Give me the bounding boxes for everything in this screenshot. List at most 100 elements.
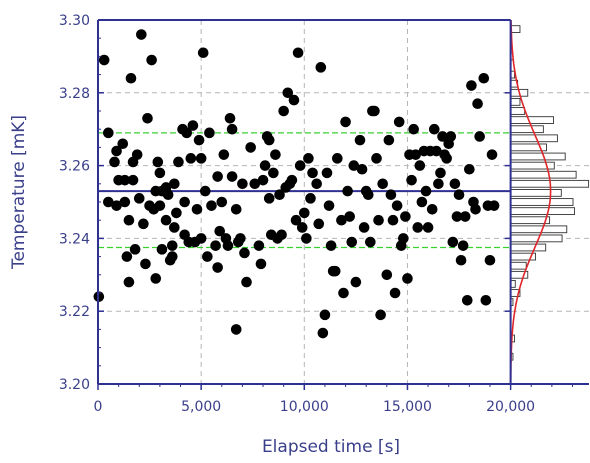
data-point <box>191 203 203 215</box>
histogram-bar <box>510 216 551 225</box>
data-point <box>169 222 180 233</box>
x-axis-title: Elapsed time [s] <box>262 437 400 457</box>
y-tick-label: 3.24 <box>59 231 90 247</box>
data-point <box>305 193 316 204</box>
histogram-bar <box>510 152 566 161</box>
data-point <box>412 222 424 233</box>
data-point <box>270 149 281 160</box>
histogram-bar <box>510 170 577 179</box>
data-point <box>212 171 223 182</box>
axes <box>97 19 589 385</box>
data-point <box>237 178 248 190</box>
data-point <box>154 200 166 211</box>
data-point <box>202 251 213 262</box>
data-point <box>408 123 419 135</box>
data-point <box>478 72 490 84</box>
data-point <box>350 276 362 288</box>
data-point <box>474 131 485 142</box>
data-point <box>140 258 151 270</box>
data-point <box>362 189 374 201</box>
data-point <box>459 211 471 222</box>
data-point <box>426 203 438 215</box>
data-point <box>245 142 256 153</box>
data-point <box>455 254 467 266</box>
data-point <box>369 105 380 117</box>
data-point <box>210 240 221 251</box>
data-point <box>212 262 223 273</box>
data-point <box>103 196 114 208</box>
data-point <box>249 178 261 190</box>
data-point <box>282 87 294 99</box>
y-axis-title: Temperature [mK] <box>9 115 29 270</box>
data-point <box>111 200 122 211</box>
data-point <box>185 153 197 164</box>
data-point <box>323 200 335 211</box>
data-point <box>166 240 178 251</box>
data-point <box>111 145 122 157</box>
data-point <box>480 294 492 306</box>
data-point <box>195 153 207 164</box>
fit-curve <box>509 19 552 384</box>
data-point <box>103 127 114 139</box>
histogram-bar <box>510 116 554 124</box>
histogram-bar <box>510 98 521 106</box>
data-point <box>431 145 442 157</box>
data-point <box>416 196 428 208</box>
data-point <box>268 167 279 179</box>
data-point <box>117 138 129 150</box>
data-point <box>292 47 304 59</box>
data-point <box>391 200 403 211</box>
data-point <box>402 273 413 284</box>
data-point <box>317 327 329 339</box>
data-point <box>321 167 333 179</box>
data-point <box>470 203 481 215</box>
data-point <box>375 309 386 321</box>
x-tick-label: 20,000 <box>486 399 535 415</box>
data-point <box>214 225 226 237</box>
data-point <box>173 156 184 168</box>
data-point <box>150 273 162 284</box>
data-point <box>195 233 207 244</box>
data-point <box>235 233 246 244</box>
data-point <box>303 153 314 164</box>
data-point <box>393 116 405 128</box>
data-point <box>131 149 143 160</box>
data-point <box>301 233 312 244</box>
data-point <box>230 324 242 335</box>
data-point <box>171 207 182 219</box>
data-point <box>383 134 395 146</box>
data-point <box>373 214 384 226</box>
histogram-bar <box>510 107 526 115</box>
data-point <box>286 174 298 186</box>
data-point <box>290 214 302 226</box>
data-point <box>299 207 310 219</box>
data-point <box>344 211 355 222</box>
data-point <box>484 254 496 266</box>
data-point <box>222 240 234 251</box>
data-point <box>435 167 446 179</box>
data-point <box>206 200 217 211</box>
data-point <box>166 251 178 262</box>
data-point <box>319 309 331 321</box>
data-point <box>410 149 422 160</box>
data-point <box>365 236 376 248</box>
data-point <box>253 240 265 251</box>
data-point <box>457 240 469 251</box>
data-point <box>121 251 133 262</box>
data-point <box>204 127 215 139</box>
histogram-bar <box>510 125 544 134</box>
histogram-bar <box>510 134 558 143</box>
y-tick-label: 3.26 <box>59 159 90 175</box>
data-point <box>263 193 275 204</box>
data-point <box>437 131 448 142</box>
data-point <box>311 178 322 190</box>
data-point <box>274 189 285 201</box>
data-point <box>146 54 157 66</box>
data-point <box>162 189 174 201</box>
data-point <box>278 105 289 117</box>
histogram-bar <box>510 207 576 215</box>
data-point <box>342 185 353 197</box>
data-point <box>441 153 452 164</box>
data-point <box>179 196 190 208</box>
